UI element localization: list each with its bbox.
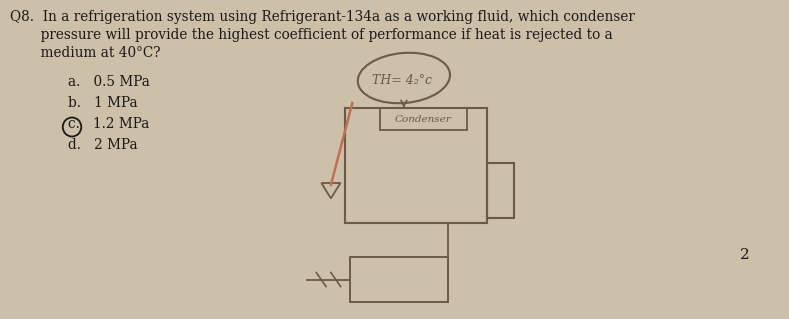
- Bar: [487, 163, 514, 218]
- Text: Q8.  In a refrigeration system using Refrigerant-134a as a working fluid, which : Q8. In a refrigeration system using Refr…: [9, 10, 634, 24]
- Text: d.   2 MPa: d. 2 MPa: [68, 138, 138, 152]
- Text: b.   1 MPa: b. 1 MPa: [68, 96, 138, 110]
- Text: TH= 4₂°c: TH= 4₂°c: [372, 73, 432, 86]
- Text: 2: 2: [739, 248, 750, 262]
- Bar: [350, 257, 447, 302]
- Bar: [380, 108, 467, 130]
- Text: a.   0.5 MPa: a. 0.5 MPa: [68, 75, 150, 89]
- Text: Condenser: Condenser: [395, 115, 452, 123]
- Bar: [346, 108, 487, 223]
- Text: c.   1.2 MPa: c. 1.2 MPa: [68, 117, 149, 131]
- Text: medium at 40°C?: medium at 40°C?: [9, 46, 160, 60]
- Text: pressure will provide the highest coefficient of performance if heat is rejected: pressure will provide the highest coeffi…: [9, 28, 612, 42]
